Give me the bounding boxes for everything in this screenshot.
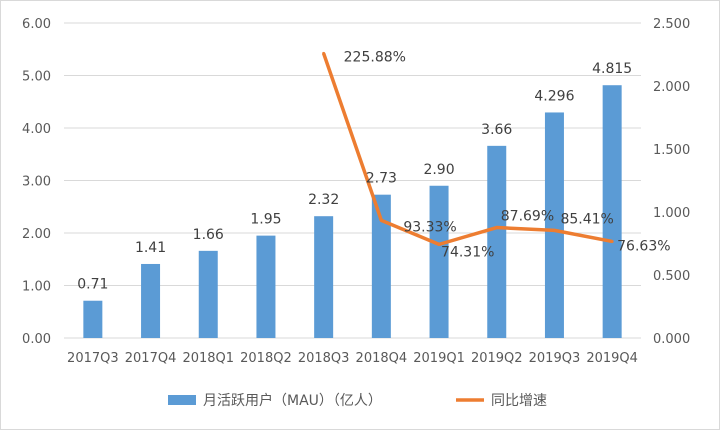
line-data-label: 85.41% — [560, 211, 613, 227]
x-axis-tick-label: 2019Q4 — [586, 351, 638, 366]
right-axis-tick-label: 1.500 — [653, 143, 690, 158]
right-axis-tick-label: 0.000 — [653, 332, 690, 347]
x-axis-ticks: 2017Q3 2017Q4 2018Q1 2018Q2 2018Q3 2018Q4 2019… — [67, 351, 638, 366]
legend: 月活跃用户（MAU）（亿人） 同比增速 — [168, 392, 547, 409]
right-axis-ticks: 0.000 0.500 1.000 1.500 2.000 2.500 — [653, 17, 690, 347]
x-axis-tick-label: 2019Q3 — [529, 351, 581, 366]
line-data-label: 93.33% — [403, 219, 456, 235]
bar-data-label: 1.41 — [135, 240, 166, 256]
legend-label-mau: 月活跃用户（MAU）（亿人） — [203, 392, 382, 409]
left-axis-tick-label: 0.00 — [22, 332, 51, 347]
growth-point — [322, 51, 326, 55]
right-axis-tick-label: 1.000 — [653, 206, 690, 221]
bar — [256, 235, 276, 338]
bar-data-label: 2.73 — [366, 171, 397, 187]
left-axis-tick-label: 4.00 — [22, 122, 51, 137]
right-axis-tick-label: 0.500 — [653, 269, 690, 284]
x-axis-tick-label: 2018Q4 — [356, 351, 408, 366]
bar — [487, 145, 507, 338]
bar-series — [83, 85, 622, 339]
bar — [602, 85, 622, 339]
right-axis-tick-label: 2.000 — [653, 80, 690, 95]
bar-data-label: 3.66 — [481, 122, 512, 138]
x-axis-tick-label: 2019Q2 — [471, 351, 523, 366]
x-axis-tick-label: 2018Q1 — [182, 351, 234, 366]
right-axis-tick-label: 2.500 — [653, 17, 690, 32]
left-axis-tick-label: 6.00 — [22, 17, 51, 32]
left-axis-tick-label: 1.00 — [22, 280, 51, 295]
growth-line — [321, 52, 613, 247]
left-axis-tick-label: 5.00 — [22, 70, 51, 85]
bar-data-label: 1.95 — [250, 212, 281, 228]
bar — [429, 185, 449, 338]
line-data-label: 76.63% — [617, 238, 670, 254]
bar-data-label: 2.90 — [423, 162, 454, 178]
legend-swatch-mau — [168, 395, 196, 405]
bar-data-label: 4.815 — [592, 61, 632, 77]
x-axis-tick-label: 2018Q3 — [298, 351, 350, 366]
bar — [314, 216, 334, 338]
bar-data-label: 1.66 — [193, 227, 224, 243]
bar — [544, 112, 564, 339]
bar-data-label: 2.32 — [308, 192, 339, 208]
line-data-label: 74.31% — [441, 244, 494, 260]
growth-point — [379, 218, 383, 222]
growth-point — [495, 226, 499, 230]
left-axis-tick-label: 3.00 — [22, 175, 51, 190]
line-series — [321, 51, 614, 247]
data-labels: 0.71 1.41 1.66 1.95 2.32 2.73 2.90 3.66 4.296 4.8… — [77, 49, 670, 292]
bar-data-label: 4.296 — [534, 88, 574, 104]
legend-label-growth: 同比增速 — [491, 393, 547, 409]
bar-data-label: 0.71 — [77, 277, 108, 293]
gridlines — [64, 22, 641, 339]
left-axis-tick-label: 2.00 — [22, 227, 51, 242]
line-data-label: 87.69% — [501, 209, 554, 225]
line-data-label: 225.88% — [344, 49, 406, 65]
bar — [198, 250, 218, 338]
x-axis-tick-label: 2017Q3 — [67, 351, 119, 366]
x-axis-tick-label: 2017Q4 — [125, 351, 177, 366]
growth-point — [437, 242, 441, 246]
bar — [371, 194, 391, 338]
bar — [141, 263, 161, 338]
x-axis-tick-label: 2019Q1 — [413, 351, 465, 366]
bar — [83, 300, 103, 338]
growth-point — [610, 239, 614, 243]
x-axis-tick-label: 2018Q2 — [240, 351, 292, 366]
growth-point — [552, 228, 556, 232]
left-axis-ticks: 0.00 1.00 2.00 3.00 4.00 5.00 6.00 — [22, 17, 51, 347]
